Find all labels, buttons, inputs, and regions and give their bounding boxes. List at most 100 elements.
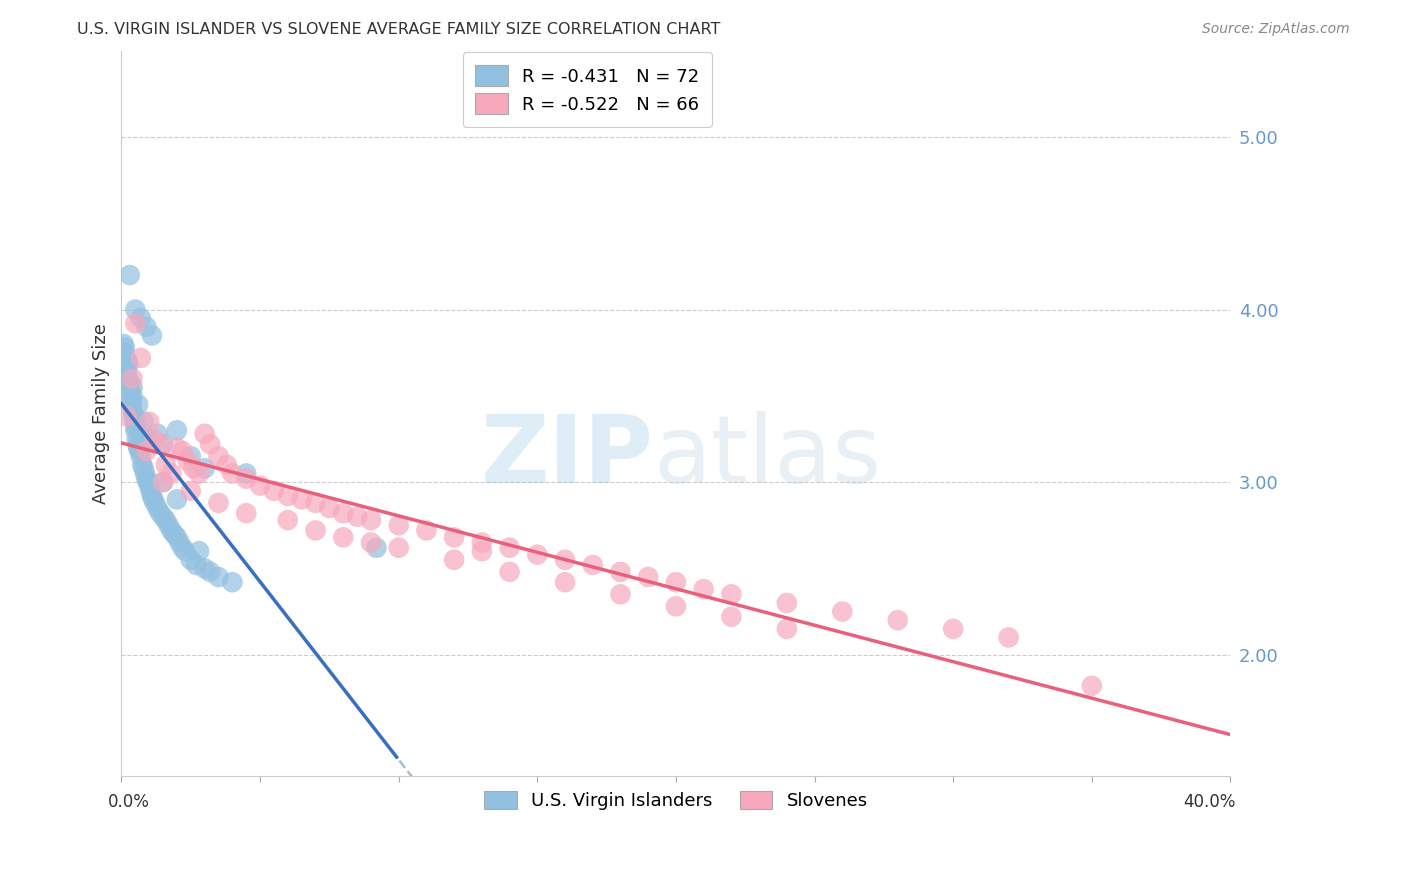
- Point: [149, 437, 172, 451]
- Point: [166, 423, 188, 437]
- Point: [166, 441, 188, 455]
- Point: [115, 371, 138, 385]
- Point: [141, 328, 163, 343]
- Point: [127, 441, 149, 455]
- Point: [207, 496, 229, 510]
- Point: [221, 467, 243, 481]
- Point: [177, 454, 200, 468]
- Point: [124, 317, 146, 331]
- Point: [122, 409, 145, 424]
- Point: [388, 541, 411, 555]
- Point: [160, 524, 183, 538]
- Point: [174, 544, 197, 558]
- Point: [166, 492, 188, 507]
- Point: [166, 530, 188, 544]
- Point: [332, 506, 354, 520]
- Point: [129, 449, 152, 463]
- Point: [142, 492, 165, 507]
- Point: [887, 613, 910, 627]
- Point: [318, 501, 340, 516]
- Point: [134, 467, 156, 481]
- Point: [117, 358, 139, 372]
- Point: [124, 423, 146, 437]
- Point: [471, 544, 494, 558]
- Point: [160, 467, 183, 481]
- Point: [146, 426, 169, 441]
- Point: [198, 565, 221, 579]
- Point: [291, 492, 314, 507]
- Text: Source: ZipAtlas.com: Source: ZipAtlas.com: [1202, 22, 1350, 37]
- Point: [360, 513, 382, 527]
- Text: ZIP: ZIP: [481, 410, 654, 502]
- Point: [143, 496, 166, 510]
- Point: [129, 311, 152, 326]
- Text: atlas: atlas: [654, 410, 882, 502]
- Point: [207, 570, 229, 584]
- Point: [132, 415, 155, 429]
- Point: [118, 380, 141, 394]
- Point: [776, 596, 799, 610]
- Point: [138, 432, 160, 446]
- Point: [138, 478, 160, 492]
- Point: [194, 461, 217, 475]
- Point: [186, 558, 208, 572]
- Point: [188, 544, 211, 558]
- Point: [135, 444, 157, 458]
- Point: [498, 541, 520, 555]
- Point: [498, 565, 520, 579]
- Point: [304, 496, 326, 510]
- Point: [135, 319, 157, 334]
- Point: [249, 478, 271, 492]
- Point: [415, 524, 437, 538]
- Point: [127, 437, 149, 451]
- Point: [554, 553, 576, 567]
- Text: U.S. VIRGIN ISLANDER VS SLOVENE AVERAGE FAMILY SIZE CORRELATION CHART: U.S. VIRGIN ISLANDER VS SLOVENE AVERAGE …: [77, 22, 721, 37]
- Point: [121, 389, 143, 403]
- Point: [117, 354, 139, 368]
- Point: [277, 489, 299, 503]
- Point: [188, 467, 211, 481]
- Point: [277, 513, 299, 527]
- Point: [221, 575, 243, 590]
- Point: [114, 341, 136, 355]
- Point: [346, 509, 368, 524]
- Point: [665, 599, 688, 614]
- Point: [132, 461, 155, 475]
- Point: [942, 622, 965, 636]
- Point: [637, 570, 659, 584]
- Point: [139, 483, 162, 498]
- Point: [194, 561, 217, 575]
- Point: [235, 506, 257, 520]
- Point: [665, 575, 688, 590]
- Point: [136, 475, 159, 489]
- Point: [115, 368, 138, 383]
- Point: [582, 558, 605, 572]
- Point: [127, 397, 149, 411]
- Point: [129, 351, 152, 365]
- Point: [720, 587, 742, 601]
- Point: [114, 351, 136, 365]
- Point: [121, 380, 143, 394]
- Point: [157, 518, 180, 533]
- Point: [198, 437, 221, 451]
- Point: [124, 415, 146, 429]
- Point: [122, 406, 145, 420]
- Point: [443, 530, 465, 544]
- Point: [332, 530, 354, 544]
- Point: [235, 472, 257, 486]
- Point: [118, 268, 141, 282]
- Point: [152, 509, 174, 524]
- Point: [471, 535, 494, 549]
- Point: [183, 461, 205, 475]
- Point: [141, 489, 163, 503]
- Point: [115, 409, 138, 424]
- Point: [609, 565, 631, 579]
- Point: [118, 375, 141, 389]
- Point: [155, 458, 177, 472]
- Legend: U.S. Virgin Islanders, Slovenes: U.S. Virgin Islanders, Slovenes: [477, 783, 875, 817]
- Point: [163, 527, 186, 541]
- Point: [128, 444, 150, 458]
- Point: [169, 535, 191, 549]
- Point: [180, 483, 202, 498]
- Point: [172, 541, 194, 555]
